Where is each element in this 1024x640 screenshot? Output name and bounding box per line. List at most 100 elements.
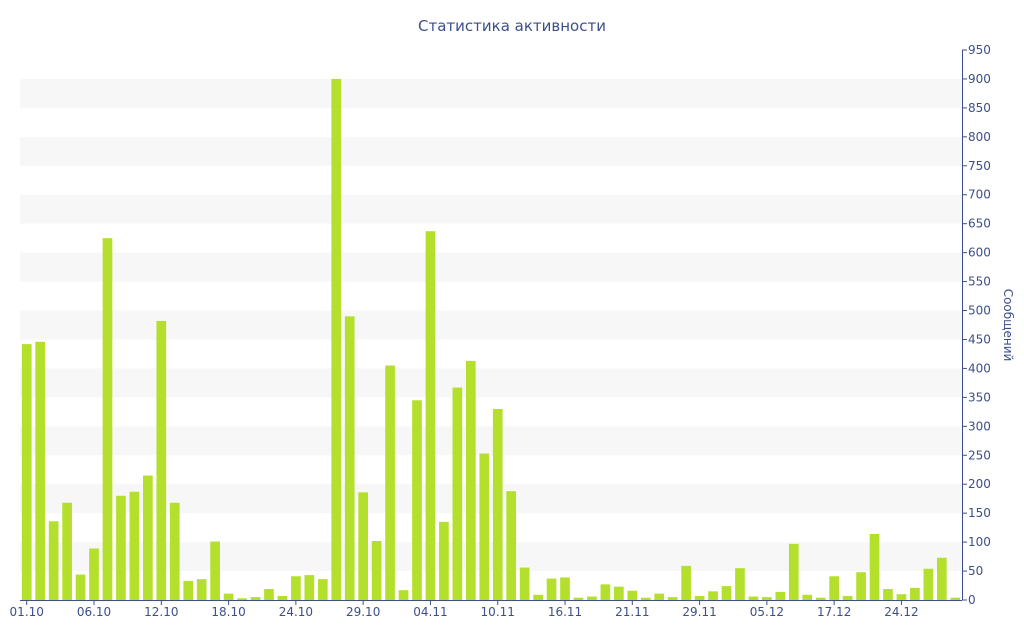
- bar: [465, 360, 476, 600]
- bar: [277, 595, 288, 600]
- bar: [762, 597, 772, 600]
- bar: [317, 579, 328, 600]
- grid-band: [20, 368, 962, 398]
- bar: [344, 316, 355, 600]
- bar: [842, 595, 853, 600]
- y-tick-label: 300: [968, 419, 991, 433]
- x-tick-label: 06.10: [77, 605, 111, 619]
- bar: [196, 579, 207, 600]
- y-tick-label: 650: [968, 217, 991, 231]
- bar: [35, 341, 46, 600]
- y-tick-label: 0: [968, 593, 976, 607]
- bar-series: [21, 78, 961, 600]
- bar: [788, 543, 799, 600]
- bar: [923, 568, 934, 600]
- y-tick-label: 450: [968, 332, 991, 346]
- bar: [291, 576, 301, 600]
- bar: [371, 540, 382, 600]
- y-tick-label: 700: [968, 188, 991, 202]
- grid-band: [20, 78, 962, 108]
- bar: [506, 491, 517, 600]
- bar: [452, 387, 463, 600]
- x-tick-label: 21.11: [615, 605, 649, 619]
- bar: [492, 408, 503, 600]
- bar: [910, 587, 920, 600]
- bar: [640, 597, 651, 600]
- bar: [183, 580, 194, 600]
- bar: [654, 593, 665, 600]
- bar: [627, 590, 638, 600]
- y-tick-label: 350: [968, 390, 991, 404]
- bar: [89, 548, 99, 600]
- bar: [264, 589, 274, 600]
- y-tick-label: 550: [968, 275, 991, 289]
- bar: [425, 231, 436, 600]
- axes: [20, 50, 963, 601]
- bar: [304, 575, 315, 600]
- bar: [62, 502, 72, 600]
- x-tick-label: 17.12: [817, 605, 851, 619]
- bar: [829, 576, 839, 600]
- x-axis-ticks: 01.10 06.10 12.10 18.10 24.10 29.10 04.11 10.11…: [10, 600, 919, 619]
- bar: [896, 594, 907, 600]
- x-tick-label: 29.10: [346, 605, 380, 619]
- y-tick-label: 800: [968, 130, 991, 144]
- bar: [129, 491, 140, 600]
- x-tick-label: 01.10: [10, 605, 44, 619]
- bar: [210, 541, 220, 600]
- bar: [358, 492, 368, 600]
- y-tick-label: 100: [968, 535, 991, 549]
- bar: [721, 586, 732, 600]
- y-tick-label: 400: [968, 361, 991, 375]
- bar: [560, 577, 570, 600]
- bar: [21, 344, 32, 600]
- y-tick-label: 500: [968, 304, 991, 318]
- bar: [223, 593, 234, 600]
- bar: [116, 495, 126, 600]
- y-tick-label: 250: [968, 448, 991, 462]
- bar: [398, 590, 409, 600]
- bar: [735, 568, 745, 600]
- bar: [519, 567, 530, 600]
- grid-band: [20, 426, 962, 456]
- bar: [869, 534, 880, 600]
- y-tick-label: 50: [968, 564, 983, 578]
- grid-band: [20, 310, 962, 340]
- bar: [439, 521, 449, 600]
- y-tick-label: 200: [968, 477, 991, 491]
- bar: [802, 594, 813, 600]
- bar: [883, 589, 893, 600]
- x-tick-label: 04.11: [413, 605, 447, 619]
- x-tick-label: 05.12: [750, 605, 784, 619]
- bar: [533, 594, 543, 600]
- bar: [102, 238, 113, 600]
- x-tick-label: 29.11: [682, 605, 716, 619]
- y-tick-label: 850: [968, 101, 991, 115]
- bar: [546, 578, 557, 600]
- y-tick-label: 600: [968, 246, 991, 260]
- y-tick-label: 950: [968, 43, 991, 57]
- bar: [856, 572, 866, 600]
- bar: [573, 597, 584, 600]
- x-tick-label: 24.12: [884, 605, 918, 619]
- bar: [385, 365, 395, 600]
- grid-band: [20, 136, 962, 166]
- y-axis-ticks: 0 50 100 150 200 250 300 350 400 450 500 550 600 650 7…: [962, 43, 991, 607]
- bar: [156, 320, 167, 600]
- bar: [614, 586, 624, 600]
- grid-band: [20, 194, 962, 224]
- bar: [75, 574, 86, 600]
- x-tick-label: 16.11: [548, 605, 582, 619]
- bar: [667, 597, 678, 600]
- y-axis-label: Сообщений: [1001, 289, 1015, 362]
- x-tick-label: 18.10: [211, 605, 245, 619]
- bar: [936, 557, 947, 600]
- bar: [250, 597, 261, 600]
- bar: [815, 597, 826, 600]
- y-tick-label: 900: [968, 72, 991, 86]
- x-tick-label: 10.11: [481, 605, 515, 619]
- bar: [412, 400, 422, 600]
- bar: [748, 596, 759, 600]
- y-tick-label: 150: [968, 506, 991, 520]
